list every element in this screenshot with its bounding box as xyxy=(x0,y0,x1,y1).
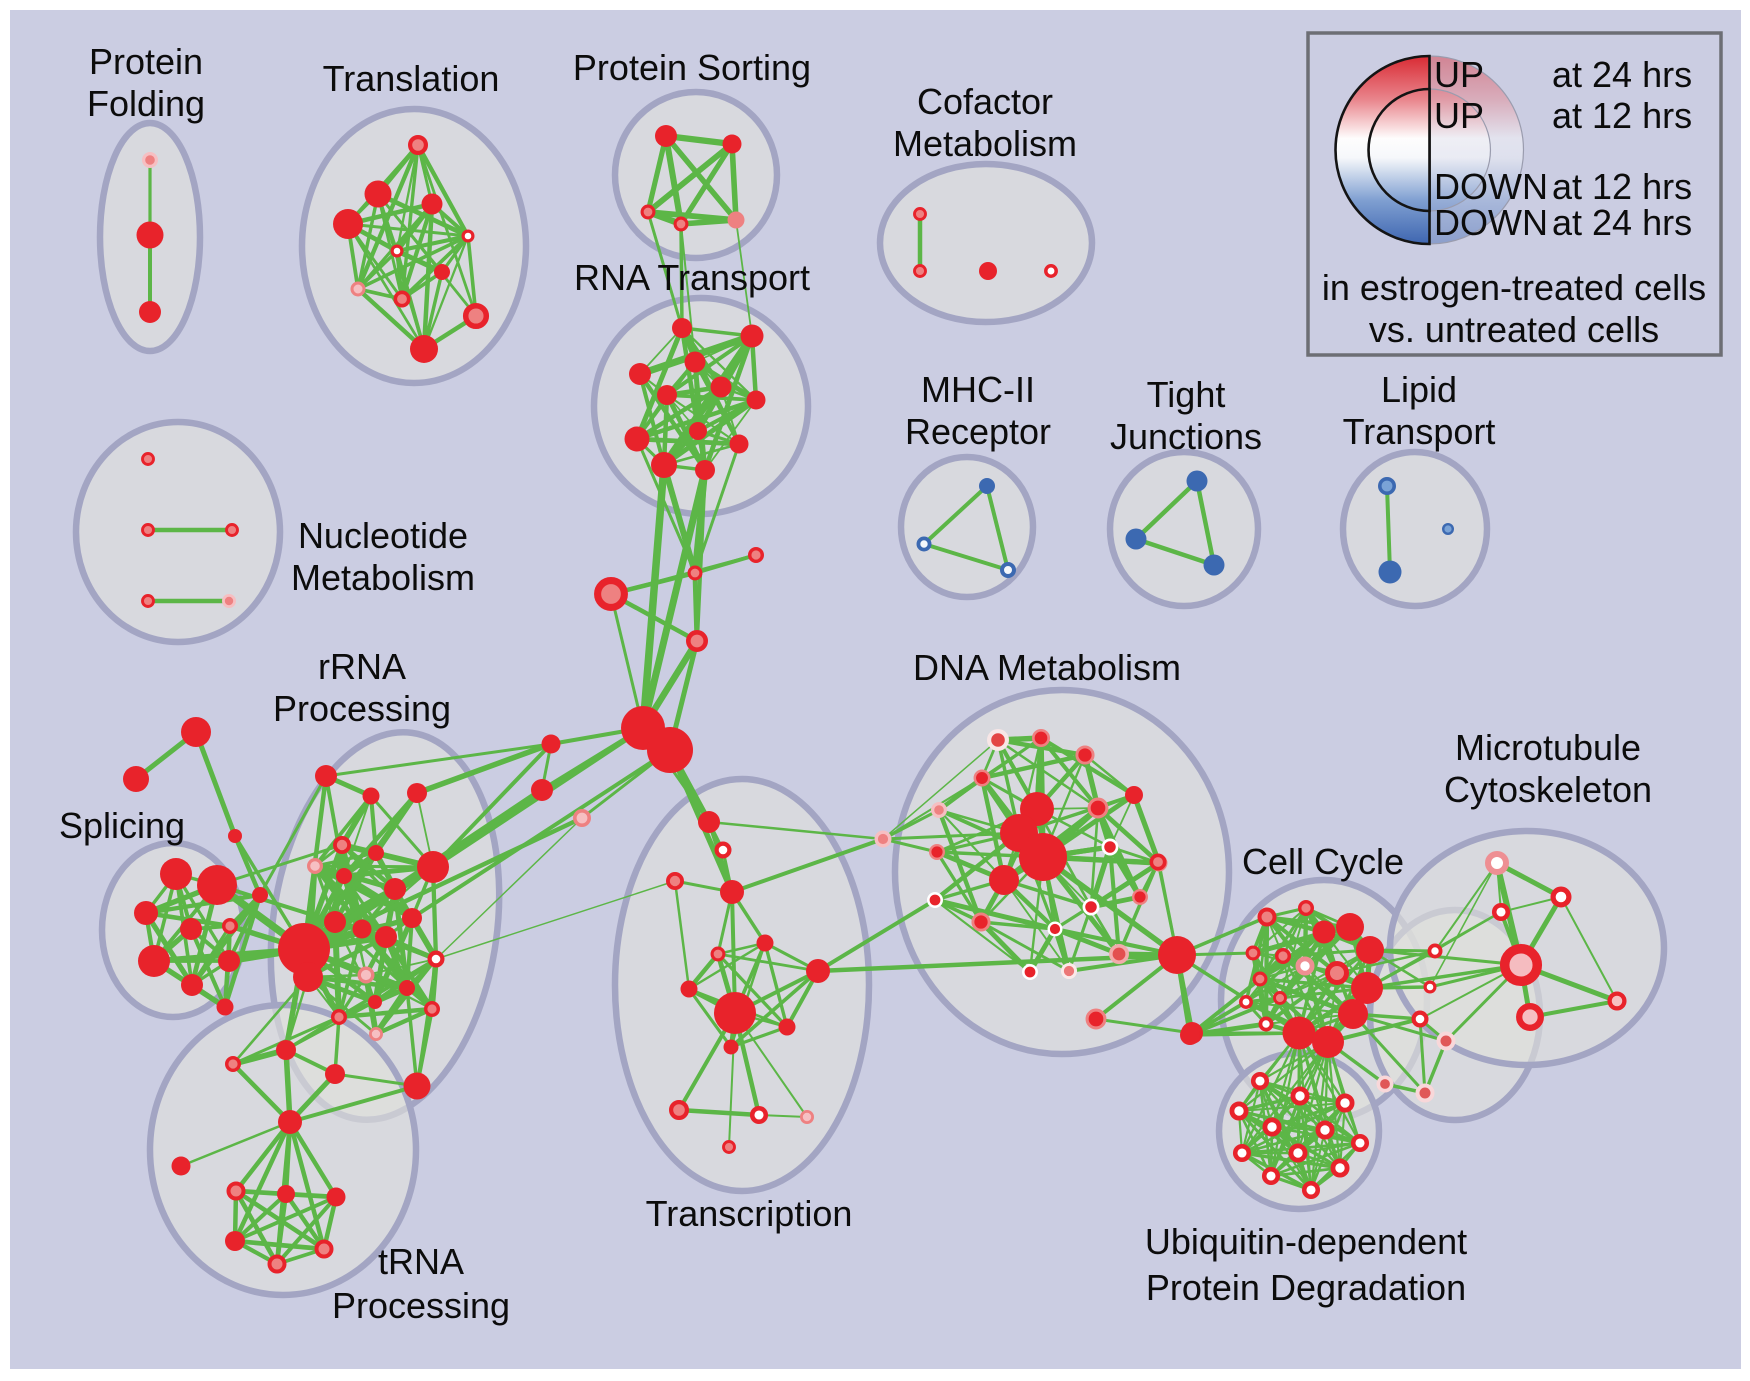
svg-text:RNA Transport: RNA Transport xyxy=(574,257,810,298)
svg-text:Processing: Processing xyxy=(273,688,451,729)
svg-text:UP: UP xyxy=(1434,54,1484,95)
svg-text:Splicing: Splicing xyxy=(59,805,185,846)
svg-text:Junctions: Junctions xyxy=(1110,416,1262,457)
svg-text:Processing: Processing xyxy=(332,1285,510,1326)
svg-text:Metabolism: Metabolism xyxy=(291,557,475,598)
svg-text:Lipid: Lipid xyxy=(1381,369,1457,410)
svg-text:Nucleotide: Nucleotide xyxy=(298,515,468,556)
svg-text:Protein: Protein xyxy=(89,41,203,82)
svg-text:Metabolism: Metabolism xyxy=(893,123,1077,164)
svg-text:DOWN: DOWN xyxy=(1434,166,1548,207)
svg-text:DNA Metabolism: DNA Metabolism xyxy=(913,647,1181,688)
svg-text:at 12 hrs: at 12 hrs xyxy=(1552,166,1692,207)
svg-text:Tight: Tight xyxy=(1147,374,1226,415)
svg-text:Transcription: Transcription xyxy=(646,1193,853,1234)
svg-text:Protein Sorting: Protein Sorting xyxy=(573,47,811,88)
svg-text:in estrogen-treated cells: in estrogen-treated cells xyxy=(1322,267,1706,308)
svg-text:Ubiquitin-dependent: Ubiquitin-dependent xyxy=(1145,1221,1467,1262)
svg-text:Cofactor: Cofactor xyxy=(917,81,1053,122)
svg-text:Folding: Folding xyxy=(87,83,205,124)
svg-text:Receptor: Receptor xyxy=(905,411,1051,452)
svg-text:at 24 hrs: at 24 hrs xyxy=(1552,202,1692,243)
svg-text:UP: UP xyxy=(1434,95,1484,136)
svg-text:MHC-II: MHC-II xyxy=(921,369,1035,410)
svg-text:DOWN: DOWN xyxy=(1434,202,1548,243)
svg-text:vs. untreated cells: vs. untreated cells xyxy=(1369,309,1659,350)
svg-text:Cell Cycle: Cell Cycle xyxy=(1242,841,1404,882)
svg-text:rRNA: rRNA xyxy=(318,646,406,687)
svg-text:Transport: Transport xyxy=(1343,411,1496,452)
svg-text:at 12 hrs: at 12 hrs xyxy=(1552,95,1692,136)
svg-text:Translation: Translation xyxy=(323,58,500,99)
svg-text:tRNA: tRNA xyxy=(378,1241,464,1282)
svg-text:Protein Degradation: Protein Degradation xyxy=(1146,1267,1466,1308)
svg-text:Microtubule: Microtubule xyxy=(1455,727,1641,768)
svg-text:at 24 hrs: at 24 hrs xyxy=(1552,54,1692,95)
svg-text:Cytoskeleton: Cytoskeleton xyxy=(1444,769,1652,810)
